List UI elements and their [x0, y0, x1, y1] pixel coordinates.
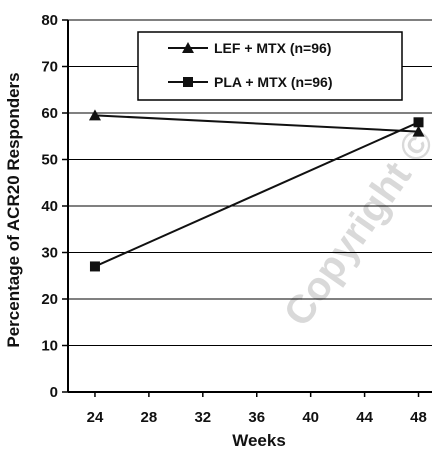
x-tick-label-48: 48: [410, 409, 427, 426]
legend-label-1: PLA + MTX (n=96): [214, 74, 333, 90]
y-tick-label-20: 20: [41, 291, 58, 308]
y-tick-label-50: 50: [41, 152, 58, 169]
axes: [62, 19, 432, 397]
legend: LEF + MTX (n=96) PLA + MTX (n=96): [137, 31, 403, 101]
series-line-1: [94, 121, 419, 268]
legend-label-0: LEF + MTX (n=96): [214, 40, 331, 56]
y-tick-label-80: 80: [41, 12, 58, 29]
series-line-0: [94, 114, 419, 133]
series-1-point-1: [413, 117, 424, 128]
y-tick-label-60: 60: [41, 105, 58, 122]
y-tick-label-70: 70: [41, 59, 58, 76]
legend-marker-0: [182, 42, 194, 53]
x-tick-label-40: 40: [302, 409, 319, 426]
y-tick-label-10: 10: [41, 338, 58, 355]
y-tick-label-0: 0: [50, 384, 58, 401]
series-1-point-0: [89, 261, 100, 272]
x-tick-label-36: 36: [248, 409, 265, 426]
series-0-point-0: [88, 109, 101, 121]
y-tick-label-30: 30: [41, 245, 58, 262]
series-0-point-1: [412, 125, 425, 137]
y-axis-title: Percentage of ACR20 Responders: [4, 72, 23, 347]
x-tick-label-44: 44: [356, 409, 373, 426]
x-axis-title: Weeks: [232, 431, 286, 448]
legend-marker-1: [183, 77, 193, 87]
x-tick-label-24: 24: [87, 409, 104, 426]
y-tick-label-40: 40: [41, 198, 58, 215]
series: [88, 109, 425, 272]
x-tick-label-32: 32: [194, 409, 211, 426]
legend-box: [137, 31, 403, 101]
watermark: Copyright ©: [276, 121, 436, 334]
tick-labels: 0 10 20 30 40 50 60 70 80 24 28 32 36 40 44 48: [41, 12, 427, 426]
x-tick-label-28: 28: [141, 409, 158, 426]
